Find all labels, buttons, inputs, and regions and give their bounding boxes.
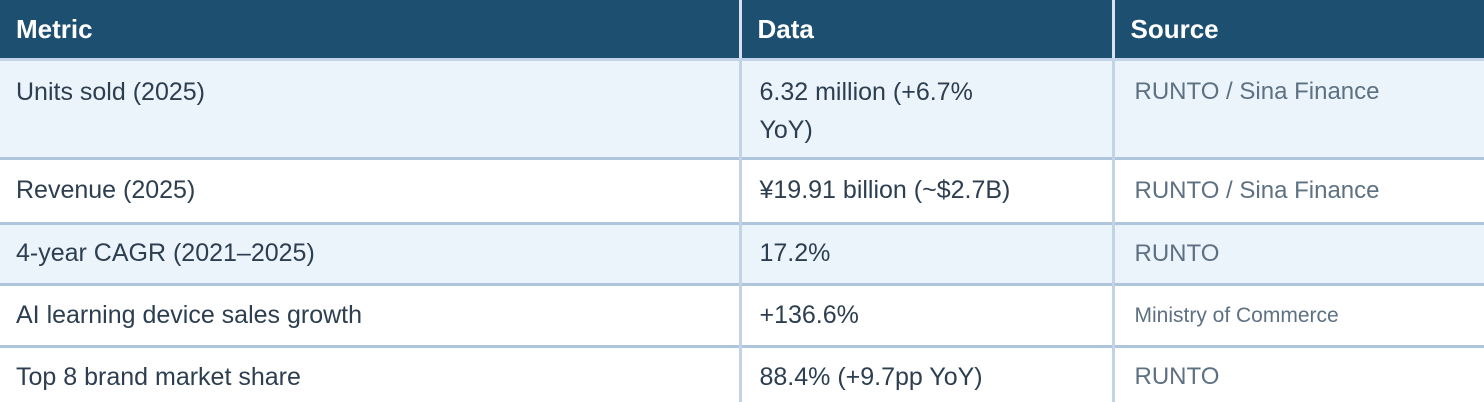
cell-metric: Top 8 brand market share	[0, 345, 740, 402]
cell-metric: AI learning device sales growth	[0, 283, 740, 347]
cell-metric: 4-year CAGR (2021–2025)	[0, 222, 740, 285]
cell-data: 6.32 million (+6.7% YoY)	[738, 59, 1113, 159]
cell-metric: Revenue (2025)	[0, 157, 740, 224]
cell-data: +136.6%	[738, 283, 1113, 347]
column-header-data: Data	[738, 0, 1113, 61]
cell-source: Ministry of Commerce	[1111, 283, 1484, 347]
column-header-source: Source	[1111, 0, 1484, 61]
table-body: Units sold (2025) 6.32 million (+6.7% Yo…	[0, 59, 1484, 402]
cell-source: RUNTO / Sina Finance	[1111, 157, 1484, 224]
cell-data: ¥19.91 billion (~$2.7B)	[738, 157, 1113, 224]
header-row: Metric Data Source	[0, 0, 1484, 61]
cell-data: 17.2%	[738, 222, 1113, 285]
table-row: AI learning device sales growth +136.6% …	[0, 283, 1484, 347]
cell-source: RUNTO	[1111, 345, 1484, 402]
cell-source: RUNTO	[1111, 222, 1484, 285]
cell-source: RUNTO / Sina Finance	[1111, 59, 1484, 159]
table-header: Metric Data Source	[0, 0, 1484, 61]
column-header-metric: Metric	[0, 0, 740, 61]
table-row: Units sold (2025) 6.32 million (+6.7% Yo…	[0, 59, 1484, 159]
table-row: Top 8 brand market share 88.4% (+9.7pp Y…	[0, 345, 1484, 402]
table-row: 4-year CAGR (2021–2025) 17.2% RUNTO	[0, 222, 1484, 285]
cell-data: 88.4% (+9.7pp YoY)	[738, 345, 1113, 402]
cell-metric: Units sold (2025)	[16, 78, 205, 106]
table-row: Revenue (2025) ¥19.91 billion (~$2.7B) R…	[0, 157, 1484, 224]
